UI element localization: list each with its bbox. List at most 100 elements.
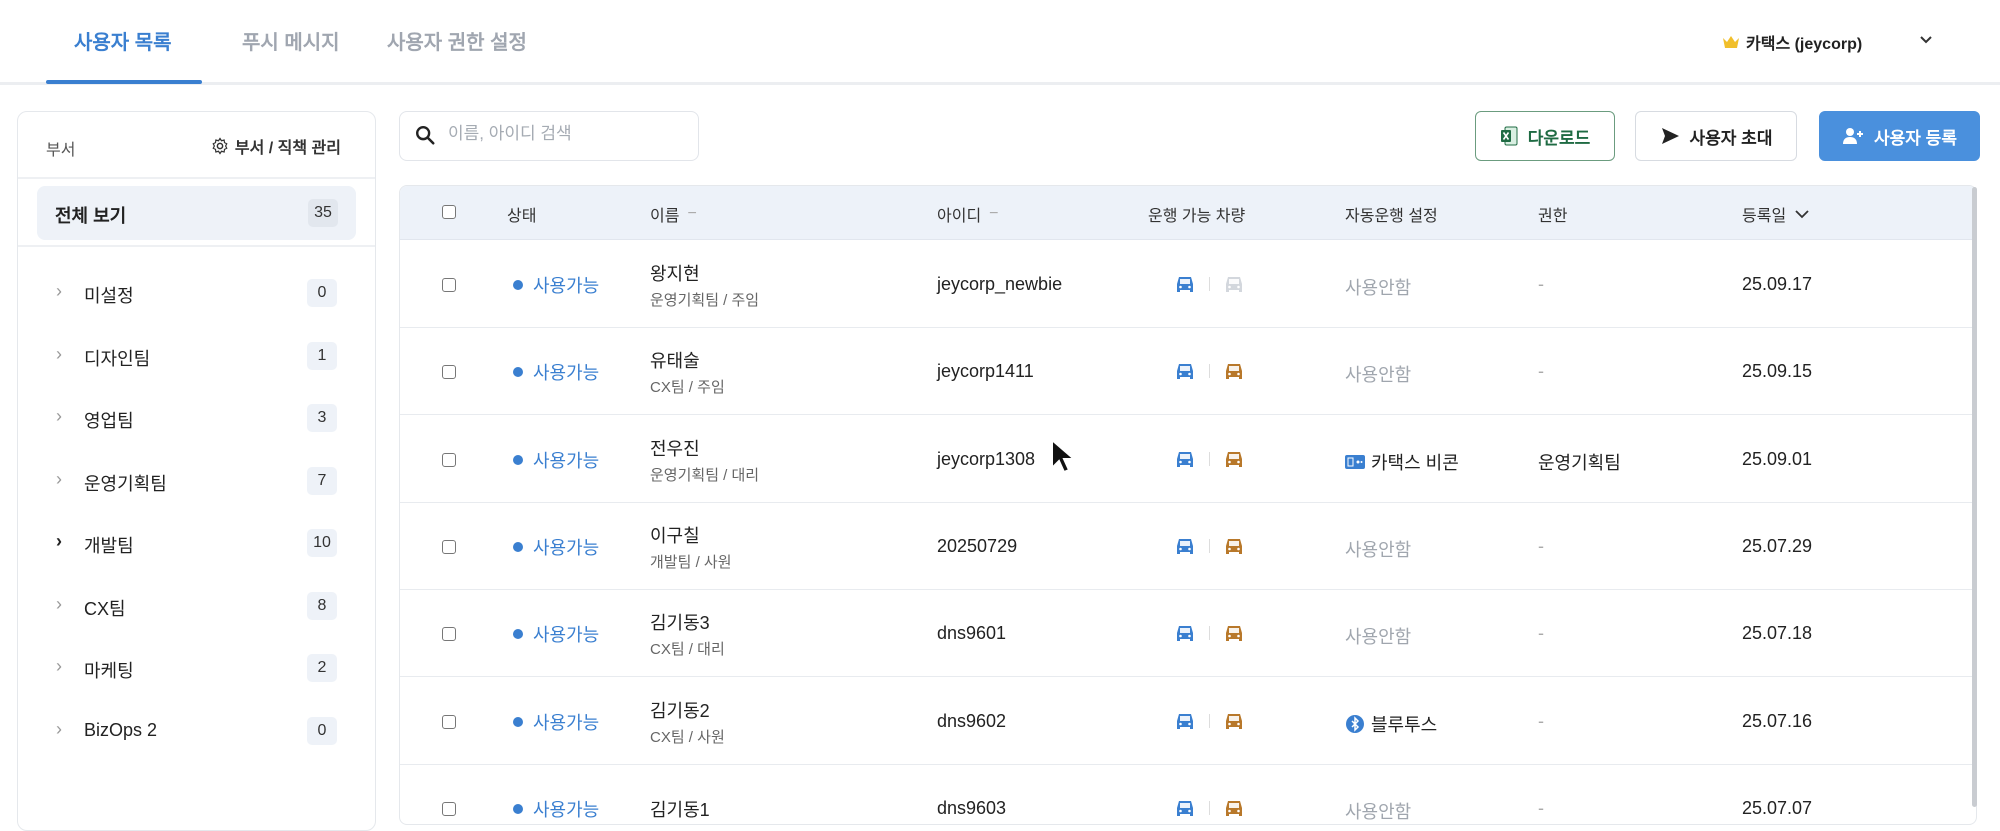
vehicle-icons <box>1175 799 1244 817</box>
auto-run-label: 블루투스 <box>1371 714 1438 735</box>
department-label: 마케팅 <box>84 661 134 681</box>
status-label: 사용가능 <box>533 450 600 471</box>
sidebar-item-department[interactable]: › 영업팀 3 <box>18 398 375 438</box>
department-count: 2 <box>307 654 337 682</box>
tab-user-list[interactable]: 사용자 목록 <box>74 32 172 54</box>
search-box[interactable] <box>399 111 699 161</box>
col-perm-label: 권한 <box>1538 208 1568 225</box>
registered-date: 25.07.18 <box>1742 623 1813 644</box>
table-row[interactable]: 사용가능 김기동1 dns9603 사용안함 - 25.07.07 <box>400 765 1976 824</box>
row-checkbox[interactable] <box>442 801 456 816</box>
department-count: 0 <box>307 279 337 307</box>
tab-permission-settings[interactable]: 사용자 권한 설정 <box>387 32 527 54</box>
status-label: 사용가능 <box>533 537 600 558</box>
tab-push-message[interactable]: 푸시 메시지 <box>242 32 340 54</box>
auto-run-setting: 사용안함 <box>1345 623 1411 649</box>
table-row[interactable]: 사용가능 이구칠 개발팀 / 사원 20250729 사용안함 - 25.07.… <box>400 503 1976 590</box>
user-name[interactable]: 김기동1 <box>650 799 710 820</box>
table-row[interactable]: 사용가능 김기동3 CX팀 / 대리 dns9601 사용안함 - 25.07.… <box>400 590 1976 678</box>
table-row[interactable]: 사용가능 왕지현 운영기획팀 / 주임 jeycorp_newbie 사용안함 … <box>400 241 1976 328</box>
sidebar-item-department[interactable]: › CX팀 8 <box>18 586 375 626</box>
row-checkbox[interactable] <box>442 452 456 467</box>
col-auto: 자동운행 설정 <box>1345 202 1438 226</box>
department-count: 3 <box>307 404 337 432</box>
table-scrollbar[interactable] <box>1972 187 1977 807</box>
chevron-right-icon: › <box>56 593 62 614</box>
permission: - <box>1538 710 1544 731</box>
permission: - <box>1538 274 1544 294</box>
gear-icon <box>212 137 228 155</box>
status-badge: 사용가능 <box>513 272 599 298</box>
row-checkbox[interactable] <box>442 365 456 380</box>
manage-departments-button[interactable]: 부서 / 직책 관리 <box>211 134 341 158</box>
status-label: 사용가능 <box>533 625 600 646</box>
chevron-right-icon: › <box>56 656 62 676</box>
car-icon <box>1177 800 1193 816</box>
sidebar-item-all[interactable]: 전체 보기 35 <box>37 186 356 240</box>
table-row[interactable]: 사용가능 전우진 운영기획팀 / 대리 jeycorp1308 카택스 비콘 운… <box>400 416 1976 503</box>
chevron-down-icon[interactable] <box>1918 32 1934 48</box>
car-icon <box>1226 451 1242 467</box>
divider <box>18 177 375 179</box>
crown-icon <box>1723 36 1739 48</box>
sidebar-item-department[interactable]: › BizOps 2 0 <box>18 711 375 751</box>
user-id: dns9602 <box>937 710 1007 731</box>
col-date[interactable]: 등록일 <box>1742 202 1810 226</box>
status-dot-icon <box>513 280 523 290</box>
sidebar-item-department[interactable]: › 미설정 0 <box>18 273 375 313</box>
send-icon <box>1661 128 1679 144</box>
col-name[interactable]: 이름 − <box>650 202 697 226</box>
registered-date: 25.07.16 <box>1742 710 1813 731</box>
row-checkbox[interactable] <box>442 539 456 554</box>
select-all-checkbox[interactable] <box>442 205 456 219</box>
department-count: 1 <box>307 341 337 370</box>
table-row[interactable]: 사용가능 유태술 CX팀 / 주임 jeycorp1411 사용안함 - 25.… <box>400 328 1976 416</box>
user-name[interactable]: 왕지현 <box>650 264 700 284</box>
account-name: 카택스 (jeycorp) <box>1746 36 1863 53</box>
col-date-label: 등록일 <box>1742 208 1787 225</box>
all-label: 전체 보기 <box>55 206 127 226</box>
user-id: jeycorp1411 <box>937 361 1034 382</box>
user-department-position: CX팀 / 사원 <box>650 728 725 746</box>
col-status-label: 상태 <box>507 208 537 225</box>
auto-run-setting: 카택스 비콘 <box>1345 449 1459 475</box>
download-button[interactable]: 다운로드 <box>1475 111 1615 161</box>
register-user-button[interactable]: 사용자 등록 <box>1819 111 1980 161</box>
row-checkbox[interactable] <box>442 278 456 292</box>
user-name[interactable]: 이구칠 <box>650 525 700 546</box>
col-id[interactable]: 아이디 − <box>937 202 999 226</box>
department-sidebar: 부서 부서 / 직책 관리 전체 보기 35 › 미설정 0 › 디자인팀 1 … <box>17 111 376 831</box>
sidebar-item-department[interactable]: › 마케팅 2 <box>18 648 375 688</box>
sidebar-item-department[interactable]: › 운영기획팀 7 <box>18 461 375 501</box>
car-icon <box>1226 277 1242 292</box>
user-department-position: 운영기획팀 / 대리 <box>650 466 760 484</box>
vehicle-icons <box>1175 275 1244 293</box>
search-input[interactable] <box>448 124 688 144</box>
row-checkbox[interactable] <box>442 714 456 729</box>
divider <box>1209 277 1210 291</box>
sidebar-item-department[interactable]: › 디자인팀 1 <box>18 336 375 376</box>
user-name[interactable]: 전우진 <box>650 438 700 459</box>
user-name[interactable]: 김기동2 <box>650 700 710 721</box>
top-nav: 사용자 목록 푸시 메시지 사용자 권한 설정 카택스 (jeycorp) <box>0 0 2000 85</box>
table-row[interactable]: 사용가능 김기동2 CX팀 / 사원 dns9602 블루투스 - 25.07.… <box>400 678 1976 765</box>
chevron-right-icon: › <box>56 718 62 739</box>
car-icon <box>1226 364 1242 380</box>
user-name[interactable]: 유태술 <box>650 351 700 372</box>
department-count: 10 <box>307 529 337 557</box>
sidebar-item-department[interactable]: › 개발팀 10 <box>18 523 375 563</box>
user-id: jeycorp_newbie <box>937 274 1063 294</box>
status-badge: 사용가능 <box>513 534 599 560</box>
registered-date: 25.09.01 <box>1742 448 1813 469</box>
user-name[interactable]: 김기동3 <box>650 613 710 634</box>
account-menu[interactable]: 카택스 (jeycorp) <box>1722 30 1862 54</box>
vehicle-icons <box>1175 712 1244 730</box>
vehicle-icons <box>1175 537 1244 555</box>
user-department-position: 운영기획팀 / 주임 <box>650 292 760 309</box>
auto-run-setting: 사용안함 <box>1345 274 1411 300</box>
invite-user-button[interactable]: 사용자 초대 <box>1635 111 1797 161</box>
status-badge: 사용가능 <box>513 359 599 385</box>
search-icon <box>416 126 435 145</box>
permission: 운영기획팀 <box>1538 452 1621 473</box>
row-checkbox[interactable] <box>442 627 456 642</box>
